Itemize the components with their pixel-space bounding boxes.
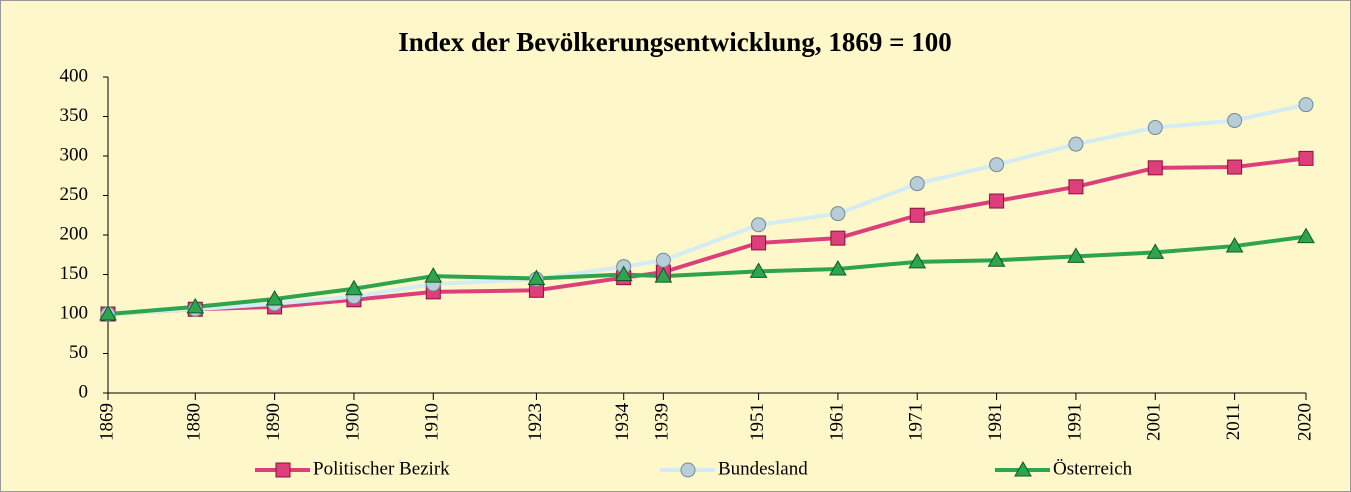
y-tick-label: 150 — [60, 263, 89, 284]
y-tick-label: 250 — [60, 184, 89, 205]
y-tick-label: 50 — [69, 342, 88, 363]
marker — [1147, 160, 1163, 176]
marker — [1067, 247, 1085, 263]
x-tick-label: 1900 — [342, 403, 363, 441]
marker — [186, 297, 205, 314]
y-tick-label: 200 — [60, 223, 89, 244]
marker — [1297, 227, 1315, 244]
marker — [830, 230, 846, 246]
marker — [829, 259, 847, 276]
x-tick-label: 2020 — [1294, 403, 1315, 441]
marker — [1146, 243, 1165, 259]
legend-label: Politischer Bezirk — [313, 458, 450, 479]
y-tick-label: 400 — [60, 65, 89, 86]
marker — [908, 252, 927, 269]
legend-item: Politischer Bezirk — [255, 458, 450, 479]
x-tick-label: 2011 — [1223, 403, 1244, 440]
x-tick-label: 1923 — [525, 403, 546, 441]
marker — [1068, 179, 1084, 195]
marker — [614, 265, 633, 281]
marker — [989, 157, 1005, 173]
marker — [424, 267, 443, 283]
x-tick-label: 1934 — [612, 403, 633, 442]
x-tick-label: 1971 — [906, 403, 927, 441]
marker — [987, 251, 1006, 267]
y-tick-label: 100 — [60, 302, 89, 323]
chart-title: Index der Bevölkerungsentwicklung, 1869 … — [398, 27, 951, 57]
marker — [751, 217, 767, 233]
marker — [655, 252, 671, 268]
marker — [1147, 120, 1163, 136]
marker — [749, 262, 768, 278]
series-line — [107, 102, 1307, 316]
y-tick-label: 350 — [60, 105, 89, 126]
marker — [909, 207, 925, 223]
x-tick-label: 1939 — [652, 403, 673, 441]
legend-label: Bundesland — [718, 458, 808, 479]
marker — [830, 206, 846, 222]
marker — [654, 267, 673, 283]
marker — [680, 462, 696, 478]
legend-label: Österreich — [1053, 458, 1133, 479]
series-line — [107, 156, 1307, 316]
marker — [989, 193, 1005, 209]
x-tick-label: 1961 — [826, 403, 847, 441]
marker — [1298, 150, 1314, 166]
y-tick-label: 300 — [60, 144, 89, 165]
marker — [1227, 159, 1243, 175]
marker — [99, 304, 117, 321]
marker — [1225, 237, 1244, 253]
x-tick-label: 1880 — [184, 403, 205, 441]
legend-item: Österreich — [995, 458, 1133, 479]
x-tick-label: 1890 — [263, 403, 284, 441]
x-tick-label: 1869 — [96, 403, 117, 441]
marker — [265, 289, 284, 306]
legend-item: Bundesland — [660, 458, 808, 479]
x-tick-label: 2001 — [1144, 403, 1165, 441]
marker — [527, 269, 546, 285]
marker — [1298, 97, 1314, 113]
marker — [1227, 112, 1243, 128]
x-tick-label: 1951 — [747, 403, 768, 441]
marker — [345, 279, 363, 296]
x-tick-label: 1981 — [985, 403, 1006, 441]
marker — [751, 235, 767, 251]
marker — [1068, 136, 1084, 152]
marker — [1014, 460, 1032, 477]
series-line — [107, 234, 1307, 316]
marker — [275, 462, 291, 478]
y-tick-label: 0 — [79, 381, 89, 402]
marker — [909, 176, 925, 192]
x-tick-label: 1991 — [1064, 403, 1085, 441]
x-tick-label: 1910 — [422, 403, 443, 441]
